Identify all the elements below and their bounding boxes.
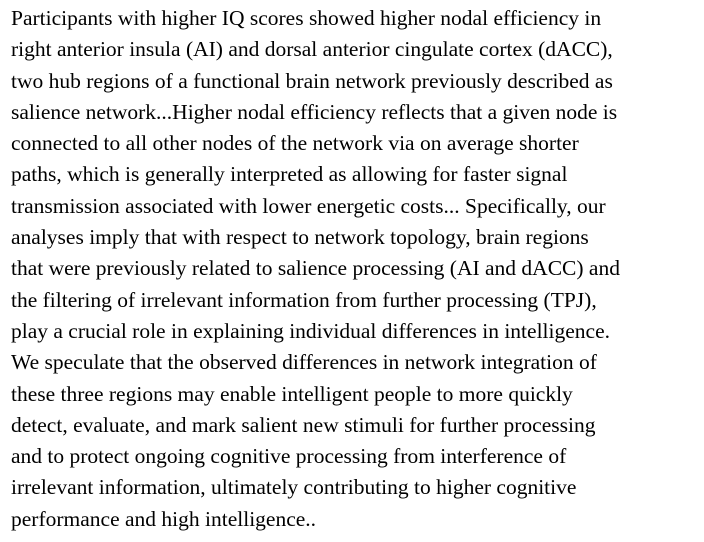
text-line-7: transmission associated with lower energ… bbox=[11, 193, 606, 218]
text-line-8: analyses imply that with respect to netw… bbox=[11, 225, 589, 250]
text-line-6: paths, which is generally interpreted as… bbox=[11, 162, 568, 187]
text-line-14: detect, evaluate, and mark salient new s… bbox=[11, 412, 596, 437]
text-line-12: We speculate that the observed differenc… bbox=[11, 350, 597, 375]
text-line-3: two hub regions of a functional brain ne… bbox=[11, 68, 613, 93]
text-line-11: play a crucial role in explaining indivi… bbox=[11, 318, 610, 343]
text-line-2: right anterior insula (AI) and dorsal an… bbox=[11, 37, 613, 62]
text-line-15: and to protect ongoing cognitive process… bbox=[11, 444, 567, 469]
quote-paragraph: Participants with higher IQ scores showe… bbox=[11, 3, 701, 535]
text-line-9: that were previously related to salience… bbox=[11, 256, 620, 281]
text-line-16: irrelevant information, ultimately contr… bbox=[11, 475, 577, 500]
text-line-10: the filtering of irrelevant information … bbox=[11, 287, 597, 312]
text-line-5: connected to all other nodes of the netw… bbox=[11, 131, 579, 156]
text-line-13: these three regions may enable intellige… bbox=[11, 381, 573, 406]
text-line-17: performance and high intelligence.. bbox=[11, 506, 317, 531]
text-line-1: Participants with higher IQ scores showe… bbox=[11, 6, 602, 30]
text-line-4: salience network...Higher nodal efficien… bbox=[11, 99, 618, 124]
